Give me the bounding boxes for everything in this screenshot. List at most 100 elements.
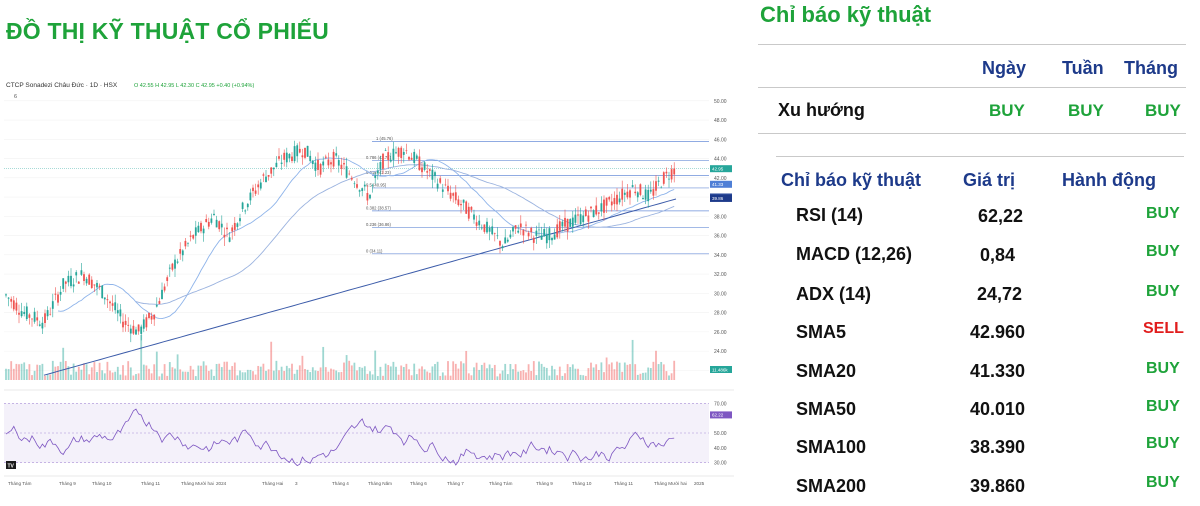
candle-body	[140, 326, 143, 334]
candle-body	[408, 156, 410, 160]
volume-bar	[532, 361, 535, 380]
candle-body	[410, 157, 413, 160]
candle-body	[415, 155, 418, 159]
volume-bar	[400, 365, 403, 380]
volume-bar	[33, 370, 36, 380]
candle-body	[465, 201, 468, 214]
volume-bar	[506, 374, 509, 380]
candle-body	[538, 229, 540, 231]
candle-body	[356, 184, 358, 188]
volume-bar	[519, 370, 522, 380]
candle-body	[236, 223, 239, 227]
volume-bar	[5, 368, 7, 380]
candle-body	[636, 192, 639, 198]
page-title: ĐỒ THỊ KỸ THUẬT CỔ PHIẾU	[6, 18, 329, 44]
y-tick-label: 26.00	[714, 330, 727, 336]
volume-bar	[205, 365, 208, 380]
candle-body	[98, 285, 101, 287]
volume-bar	[353, 362, 356, 380]
candle-body	[283, 152, 286, 160]
volume-bar	[605, 357, 608, 380]
volume-bar	[660, 361, 663, 380]
candle-body	[532, 237, 535, 243]
candle-body	[220, 223, 223, 228]
period-day[interactable]: Ngày	[982, 58, 1027, 78]
candle-body	[668, 178, 670, 180]
candle-body	[106, 299, 109, 301]
candle-body	[665, 171, 668, 174]
volume-bar	[584, 375, 587, 380]
candle-body	[444, 184, 447, 186]
x-axis-label: Tháng Tám	[8, 481, 32, 486]
candle-body	[330, 162, 332, 165]
volume-bar	[285, 365, 288, 380]
volume-bar	[590, 362, 592, 380]
volume-bar	[327, 371, 330, 380]
volume-bar	[371, 374, 374, 380]
indicator-name: RSI (14)	[796, 205, 864, 225]
fib-level-label: 0.236 (36.86)	[366, 222, 392, 227]
volume-bar	[20, 363, 23, 380]
period-month[interactable]: Tháng	[1124, 58, 1178, 78]
candle-body	[7, 297, 10, 299]
candle-body	[512, 226, 514, 232]
candle-body	[148, 312, 150, 318]
candle-body	[77, 281, 80, 284]
candle-body	[137, 324, 140, 332]
candle-body	[127, 324, 130, 326]
candle-body	[608, 197, 611, 200]
volume-bar	[241, 372, 244, 380]
candle-body	[579, 214, 582, 225]
candle-body	[129, 328, 132, 334]
divider	[758, 87, 1186, 88]
candle-body	[496, 235, 499, 237]
volume-bar	[642, 372, 644, 380]
indicator-name: SMA5	[796, 322, 847, 342]
volume-bar	[137, 373, 140, 380]
volume-bar	[288, 368, 291, 380]
candle-body	[670, 169, 673, 180]
volume-bar	[418, 368, 421, 380]
candle-body	[379, 162, 382, 170]
candle-body	[551, 237, 553, 241]
stock-chart[interactable]: 1 (45.76) 0.786 (43.78) 0.618 (42.23) 0.5 (…	[4, 78, 734, 494]
volume-bar	[486, 368, 488, 380]
volume-bar	[101, 370, 104, 380]
period-week[interactable]: Tuần	[1062, 58, 1104, 78]
candle-body	[353, 183, 356, 185]
volume-bar	[93, 361, 96, 380]
volume-bar	[673, 360, 676, 380]
volume-bar	[553, 369, 556, 380]
volume-bar	[441, 372, 444, 380]
price-tag-label: 39.86	[712, 196, 724, 201]
volume-bar	[77, 366, 80, 380]
volume-bar	[649, 368, 652, 380]
candle-body	[556, 224, 559, 238]
volume-bar	[369, 371, 371, 380]
volume-bar	[626, 364, 629, 380]
candle-body	[470, 206, 473, 210]
candle-body	[111, 303, 114, 306]
candle-body	[278, 156, 280, 159]
trend-week-signal: BUY	[1068, 101, 1104, 120]
volume-bar	[389, 366, 392, 380]
candle-body	[205, 219, 208, 223]
candle-body	[306, 145, 309, 157]
volume-bar	[304, 368, 306, 380]
volume-bar	[90, 367, 93, 380]
candle-body	[475, 222, 478, 226]
candle-body	[20, 311, 23, 317]
x-axis-label: 3	[295, 481, 298, 486]
candle-body	[46, 310, 49, 317]
volume-bar	[452, 361, 455, 380]
y-tick-label: 38.00	[714, 214, 727, 220]
volume-bar	[213, 375, 215, 380]
volume-bar	[111, 372, 114, 380]
candle-body	[558, 221, 561, 231]
volume-bar	[551, 365, 553, 380]
candle-body	[210, 218, 213, 223]
volume-bar	[566, 364, 569, 380]
candle-body	[639, 184, 642, 195]
candle-body	[649, 189, 652, 192]
rsi-tick-label: 50.00	[714, 431, 727, 437]
